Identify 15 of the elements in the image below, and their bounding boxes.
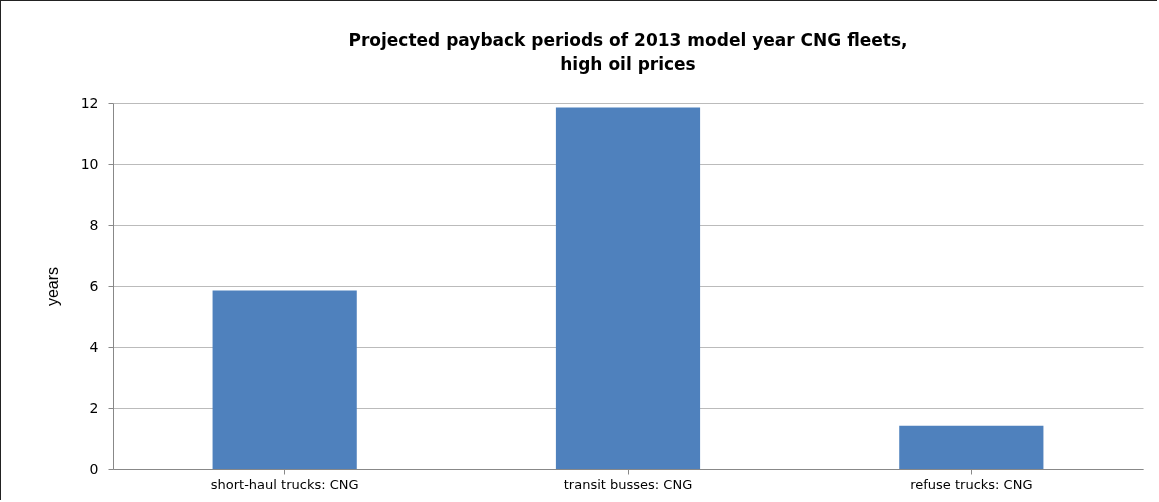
y-tick-label: 10 (80, 155, 99, 172)
x-tick-label: transit busses: CNG (563, 476, 693, 492)
y-tick-label: 6 (89, 277, 99, 294)
x-tick-label: refuse trucks: CNG (910, 476, 1033, 492)
bar (899, 425, 1044, 469)
bar (555, 107, 701, 469)
y-tick-label: 12 (80, 94, 99, 111)
chart-title: Projected payback periods of 2013 model year CNG fleets, high oil prices (348, 30, 908, 74)
bar (212, 290, 357, 469)
y-tick-label: 0 (89, 460, 99, 477)
y-axis-title: years (43, 266, 61, 307)
x-tick-label: short-haul trucks: CNG (210, 476, 359, 492)
y-tick-label: 2 (89, 399, 99, 416)
y-tick-label: 8 (89, 216, 99, 233)
y-tick-label: 4 (89, 338, 99, 355)
